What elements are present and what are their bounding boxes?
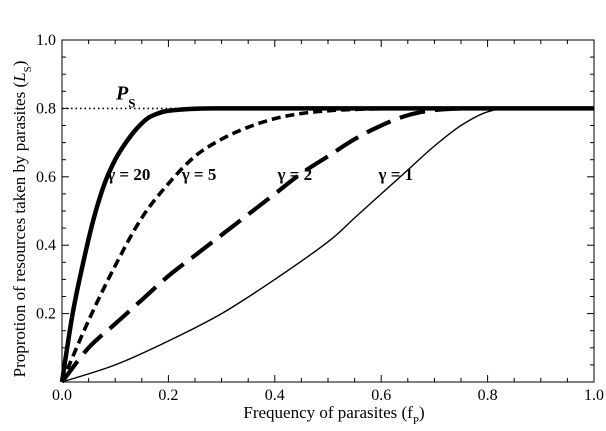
curve-series-3 bbox=[61, 107, 595, 383]
x-tick-label: 0.6 bbox=[371, 387, 391, 404]
curve-labels: γ = 20 γ = 5 γ = 2 γ = 1 bbox=[106, 165, 413, 184]
y-tick-label: 0.6 bbox=[36, 169, 56, 186]
plot-frame bbox=[61, 39, 595, 383]
x-axis-title-sub: P bbox=[413, 415, 419, 427]
ps-reference: PS bbox=[62, 82, 195, 110]
curve-label-3: γ = 1 bbox=[378, 165, 414, 184]
y-tick-label: 0.8 bbox=[36, 100, 56, 117]
curve-series-1 bbox=[60, 106, 435, 383]
curve-label-2: γ = 2 bbox=[276, 165, 312, 184]
x-axis-title: Frequency of parasites (fP) bbox=[243, 403, 424, 427]
ps-label: PS bbox=[115, 82, 135, 110]
curve-series-2 bbox=[60, 106, 462, 384]
x-tick-label: 0.0 bbox=[52, 387, 72, 404]
x-tick-label: 0.2 bbox=[158, 387, 178, 404]
axes bbox=[61, 39, 595, 383]
y-axis-title-italic: L bbox=[10, 72, 29, 82]
curves bbox=[59, 106, 595, 384]
curve-label-1: γ = 5 bbox=[181, 165, 217, 184]
y-axis-title-sub: S bbox=[22, 66, 34, 72]
x-tick-label: 0.4 bbox=[265, 387, 285, 404]
y-tick-label: 0.4 bbox=[36, 237, 56, 254]
y-tick-label: 1.0 bbox=[36, 32, 56, 49]
ticks: 0.0 0.2 0.4 0.6 0.8 1.0 0.2 0.4 0.6 0.8 1.0 bbox=[36, 32, 604, 404]
curve-label-0: γ = 20 bbox=[106, 165, 150, 184]
y-axis-title: Proprotion of resources taken by parasit… bbox=[10, 61, 34, 378]
ps-label-sub: S bbox=[128, 95, 135, 110]
ps-label-main: P bbox=[115, 82, 129, 104]
x-tick-label: 0.8 bbox=[478, 387, 498, 404]
curve-series-0 bbox=[59, 106, 594, 383]
x-tick-label: 1.0 bbox=[584, 387, 604, 404]
y-tick-label: 0.2 bbox=[36, 306, 56, 323]
